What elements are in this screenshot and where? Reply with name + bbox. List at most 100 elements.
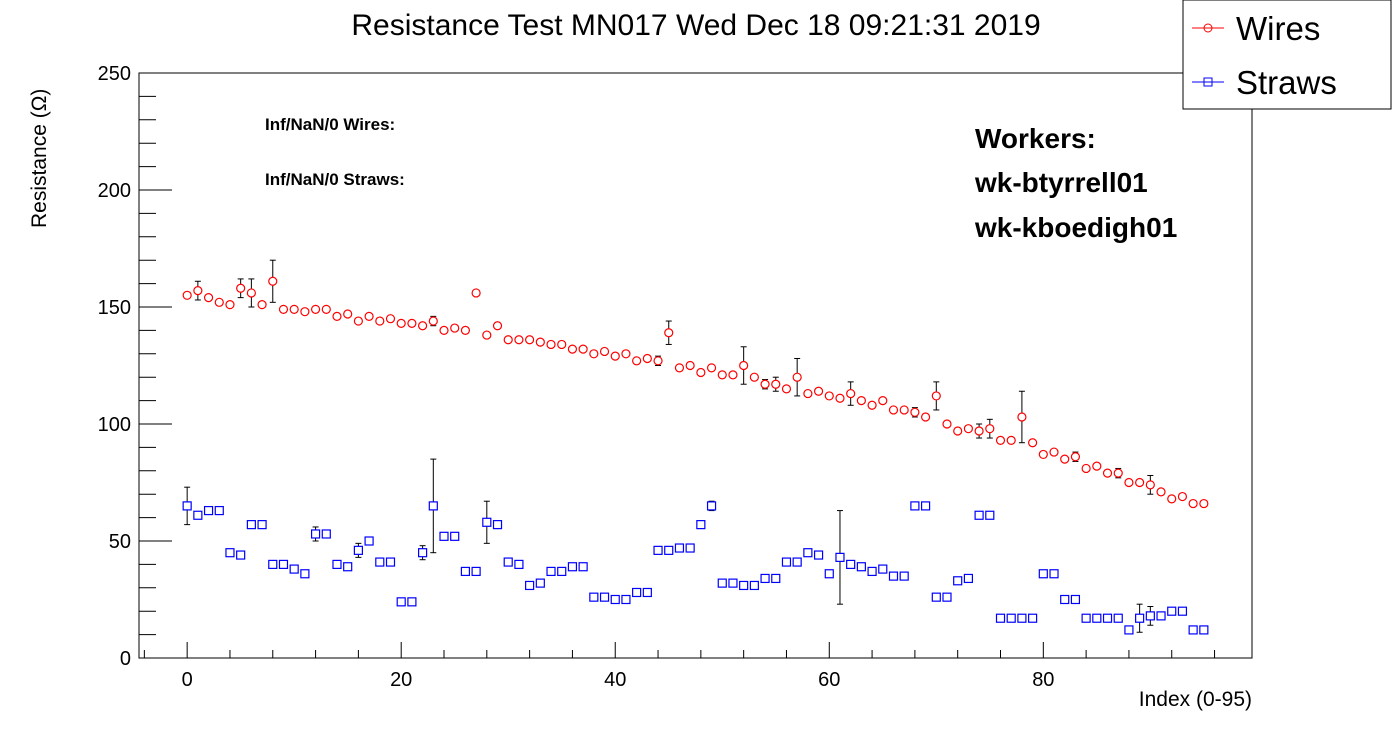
straws-point bbox=[781, 557, 792, 567]
wires-point bbox=[343, 309, 353, 319]
straws-point bbox=[1049, 569, 1059, 579]
straws-point bbox=[599, 592, 610, 602]
straws-point bbox=[931, 592, 941, 602]
straws-point bbox=[246, 520, 256, 530]
straws-point bbox=[1081, 613, 1091, 623]
wires-point bbox=[867, 400, 877, 410]
straws-point bbox=[803, 548, 813, 558]
wires-point bbox=[182, 290, 192, 300]
wires-point bbox=[985, 424, 995, 434]
straws-point bbox=[278, 559, 289, 570]
wires-point bbox=[471, 288, 481, 298]
x-tick-label: 0 bbox=[182, 669, 193, 691]
wires-point bbox=[332, 311, 342, 321]
straws-point bbox=[236, 550, 246, 560]
annotation-inf-straws: Inf/NaN/0 Straws: bbox=[265, 170, 405, 189]
wires-point bbox=[1135, 477, 1145, 488]
wires-point bbox=[1070, 452, 1081, 462]
straws-point bbox=[856, 562, 866, 572]
straws-point bbox=[428, 501, 438, 511]
x-tick-label: 80 bbox=[1032, 669, 1054, 691]
straws-point bbox=[450, 531, 460, 541]
wires-point bbox=[407, 318, 417, 328]
straws-point bbox=[300, 569, 310, 579]
straws-point bbox=[482, 517, 492, 527]
straws-point bbox=[407, 597, 417, 607]
wires-point bbox=[1017, 412, 1027, 422]
wires-point bbox=[899, 405, 909, 415]
straws-point bbox=[610, 594, 620, 605]
wires-point bbox=[974, 426, 984, 436]
wires-point bbox=[546, 339, 556, 350]
straws-point bbox=[846, 559, 856, 570]
wires-point bbox=[268, 276, 278, 286]
wires-point bbox=[1113, 468, 1123, 478]
worker-name-1: wk-btyrrell01 bbox=[974, 167, 1148, 198]
straws-point bbox=[1038, 569, 1048, 579]
wires-point bbox=[888, 405, 899, 415]
wires-point bbox=[706, 363, 717, 373]
wires-point bbox=[728, 370, 738, 380]
series-straws bbox=[182, 458, 1209, 635]
straws-point bbox=[824, 569, 834, 579]
straws-point bbox=[1113, 613, 1123, 623]
straws-point bbox=[385, 557, 396, 567]
x-tick-label: 40 bbox=[604, 669, 626, 691]
straws-point bbox=[1102, 613, 1113, 623]
straws-point bbox=[696, 520, 706, 530]
worker-name-2: wk-kboedigh01 bbox=[974, 212, 1177, 243]
straws-point bbox=[514, 559, 524, 570]
straws-point bbox=[706, 501, 717, 511]
straws-point bbox=[685, 543, 695, 553]
straws-point bbox=[717, 578, 727, 588]
wires-point bbox=[300, 307, 310, 317]
wires-point bbox=[1167, 494, 1177, 504]
wires-point bbox=[246, 288, 256, 298]
straws-point bbox=[1156, 611, 1166, 621]
straws-point bbox=[460, 566, 471, 577]
straws-point bbox=[310, 529, 321, 539]
straws-point bbox=[203, 505, 214, 516]
straws-point bbox=[910, 501, 920, 511]
x-axis-label: Index (0-95) bbox=[1139, 688, 1252, 711]
straws-point bbox=[728, 578, 738, 588]
straws-point bbox=[557, 566, 567, 577]
wires-point bbox=[1006, 435, 1016, 445]
workers-title: Workers: bbox=[975, 123, 1096, 154]
wires-point bbox=[289, 304, 299, 314]
straws-point bbox=[653, 545, 663, 555]
straws-point bbox=[375, 557, 385, 567]
wires-point bbox=[685, 360, 695, 371]
wires-point bbox=[450, 323, 460, 333]
wires-point bbox=[225, 300, 235, 310]
wires-point bbox=[482, 330, 492, 340]
straws-point bbox=[942, 592, 952, 602]
wires-point bbox=[910, 407, 920, 417]
straws-point bbox=[343, 562, 353, 572]
wires-point bbox=[835, 393, 845, 403]
straws-point bbox=[664, 545, 674, 555]
straws-point bbox=[1145, 611, 1155, 621]
straws-point bbox=[974, 510, 984, 520]
wires-point bbox=[236, 283, 246, 293]
straws-point bbox=[193, 510, 203, 520]
wires-point bbox=[739, 360, 749, 371]
straws-point bbox=[1177, 606, 1188, 616]
straws-point bbox=[396, 597, 406, 607]
wires-point bbox=[813, 386, 824, 396]
straws-point bbox=[674, 543, 685, 553]
y-tick-label: 0 bbox=[120, 648, 131, 670]
wires-point bbox=[824, 391, 834, 401]
wires-point bbox=[589, 349, 599, 359]
wires-point bbox=[567, 344, 578, 354]
wires-point bbox=[1188, 498, 1198, 509]
wires-point bbox=[203, 293, 214, 303]
straws-point bbox=[1092, 613, 1102, 623]
straws-point bbox=[225, 548, 235, 558]
straws-point bbox=[953, 576, 963, 586]
wires-point bbox=[846, 388, 856, 399]
straws-point bbox=[621, 594, 631, 605]
series-layer bbox=[182, 259, 1209, 635]
wires-point bbox=[525, 335, 535, 345]
